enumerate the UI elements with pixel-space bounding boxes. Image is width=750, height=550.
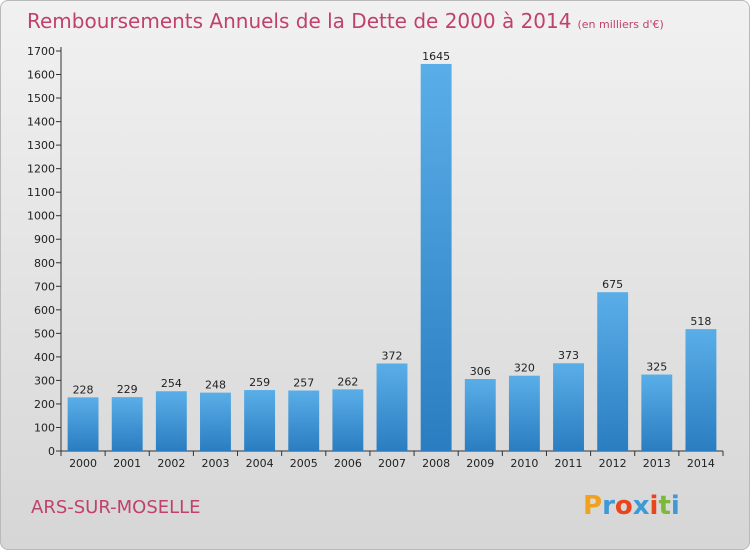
bar-value-label: 372 [382, 349, 403, 362]
bar-value-label: 1645 [422, 50, 450, 63]
y-tick-label: 800 [34, 257, 55, 270]
bar-value-label: 518 [690, 315, 711, 328]
logo-letter: r [602, 491, 615, 521]
y-tick-label: 400 [34, 351, 55, 364]
logo-letter: i [670, 491, 680, 521]
y-tick-label: 600 [34, 304, 55, 317]
y-tick-label: 500 [34, 327, 55, 340]
x-tick-label: 2005 [290, 457, 318, 470]
bar-value-label: 257 [293, 377, 314, 390]
bar [332, 389, 364, 451]
y-tick-label: 1600 [27, 69, 55, 82]
bar-value-label: 373 [558, 349, 579, 362]
x-tick-label: 2007 [378, 457, 406, 470]
logo-letter: i [649, 491, 659, 521]
x-tick-label: 2010 [510, 457, 538, 470]
bar-value-label: 259 [249, 376, 270, 389]
y-tick-label: 1400 [27, 116, 55, 129]
bar-value-label: 228 [73, 383, 94, 396]
bar-value-label: 675 [602, 278, 623, 291]
x-tick-label: 2008 [422, 457, 450, 470]
y-tick-label: 900 [34, 233, 55, 246]
x-tick-label: 2011 [555, 457, 583, 470]
y-tick-label: 100 [34, 421, 55, 434]
bar [641, 374, 673, 451]
y-tick-label: 700 [34, 280, 55, 293]
y-tick-label: 1500 [27, 92, 55, 105]
commune-name: ARS-SUR-MOSELLE [31, 497, 201, 518]
bar [288, 390, 320, 451]
chart-title: Remboursements Annuels de la Dette de 20… [27, 9, 664, 33]
y-tick-label: 1100 [27, 186, 55, 199]
bar-value-label: 325 [646, 361, 667, 374]
bar [111, 397, 143, 451]
x-tick-label: 2001 [113, 457, 141, 470]
bar-value-label: 229 [117, 383, 138, 396]
x-tick-label: 2003 [201, 457, 229, 470]
bar-value-label: 254 [161, 377, 182, 390]
title-text: Remboursements Annuels de la Dette de 20… [27, 9, 572, 33]
x-tick-label: 2002 [157, 457, 185, 470]
logo-letter: t [658, 491, 671, 521]
logo-letter: x [632, 491, 650, 521]
y-tick-label: 1700 [27, 45, 55, 58]
bar [553, 363, 584, 451]
bar [155, 391, 187, 451]
bar [597, 292, 629, 451]
bar [420, 63, 452, 452]
bar [685, 329, 717, 451]
x-tick-label: 2012 [599, 457, 627, 470]
x-tick-label: 2009 [466, 457, 494, 470]
y-tick-label: 200 [34, 398, 55, 411]
y-tick-label: 1300 [27, 139, 55, 152]
bar [244, 390, 276, 451]
y-tick-label: 0 [48, 445, 55, 458]
x-tick-label: 2013 [643, 457, 671, 470]
bar [67, 397, 99, 451]
y-tick-label: 300 [34, 374, 55, 387]
x-tick-label: 2004 [246, 457, 274, 470]
bar-value-label: 248 [205, 379, 226, 392]
x-tick-label: 2014 [687, 457, 715, 470]
title-unit: (en milliers d'€) [577, 18, 664, 31]
bar [464, 379, 496, 451]
x-tick-label: 2006 [334, 457, 362, 470]
bar-value-label: 320 [514, 362, 535, 375]
y-tick-label: 1200 [27, 163, 55, 176]
x-tick-label: 2000 [69, 457, 97, 470]
bar [508, 375, 540, 451]
bar-value-label: 306 [470, 365, 491, 378]
logo-letter: o [614, 491, 633, 521]
bar [200, 392, 231, 451]
proxiti-logo: Proxiti [583, 491, 680, 521]
bar [376, 363, 408, 451]
y-tick-label: 1000 [27, 210, 55, 223]
bar-value-label: 262 [337, 375, 358, 388]
logo-letter: P [583, 491, 603, 521]
